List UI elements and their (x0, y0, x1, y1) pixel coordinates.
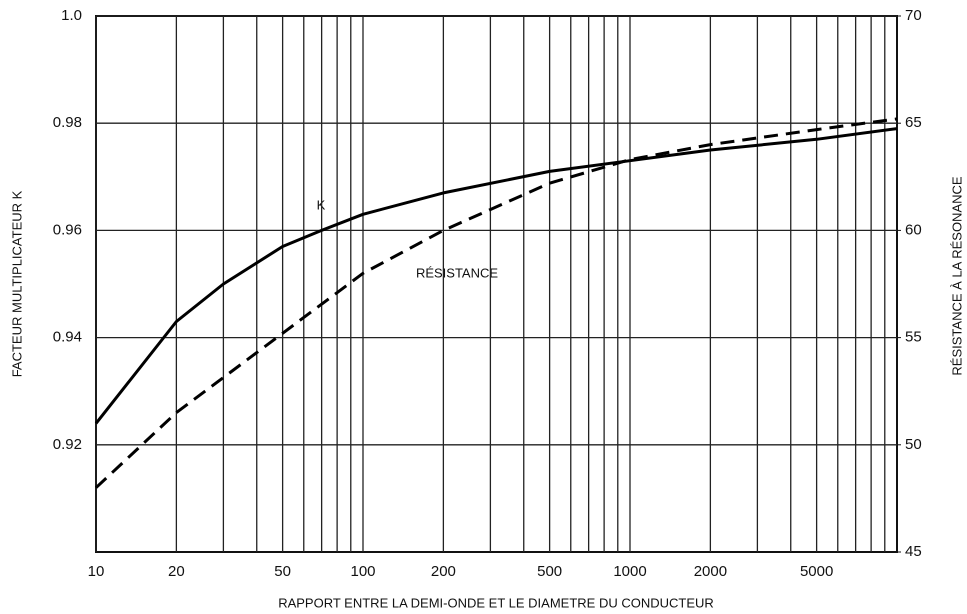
x-tick-label: 50 (274, 563, 291, 580)
y-tick-label: 0.98 (53, 114, 82, 131)
y2-tick-label: 55 (905, 329, 922, 346)
y-tick-label: 0.94 (53, 329, 82, 346)
x-axis-label: RAPPORT ENTRE LA DEMI-ONDE ET LE DIAMETR… (278, 595, 714, 610)
x-tick-label: 200 (431, 563, 456, 580)
data-line (94, 117, 898, 489)
x-tick-label: 10 (88, 563, 105, 580)
x-tick-label: 20 (168, 563, 185, 580)
y2-tick-label: 45 (905, 543, 922, 560)
x-tick-label: 500 (537, 563, 562, 580)
y-axis-label: FACTEUR MULTIPLICATEUR K (9, 190, 24, 377)
y-tick-label: 0.92 (53, 436, 82, 453)
y-tick-label: 1.0 (61, 7, 82, 24)
x-tick-label: 1000 (613, 563, 646, 580)
y2-axis-label: RÉSISTANCE À LA RÉSONANCE (949, 176, 964, 375)
x-tick-label: 2000 (694, 563, 727, 580)
y2-tick-label: 50 (905, 436, 922, 453)
x-tick-label: 5000 (800, 563, 833, 580)
y2-tick-label: 70 (905, 7, 922, 24)
x-tick-label: 100 (350, 563, 375, 580)
y2-tick-label: 60 (905, 221, 922, 238)
data-line (94, 127, 898, 425)
y2-tick-label: 65 (905, 114, 922, 131)
y-tick-label: 0.96 (53, 221, 82, 238)
plot-frame (95, 15, 898, 553)
annotation: RÉSISTANCE (416, 265, 498, 280)
